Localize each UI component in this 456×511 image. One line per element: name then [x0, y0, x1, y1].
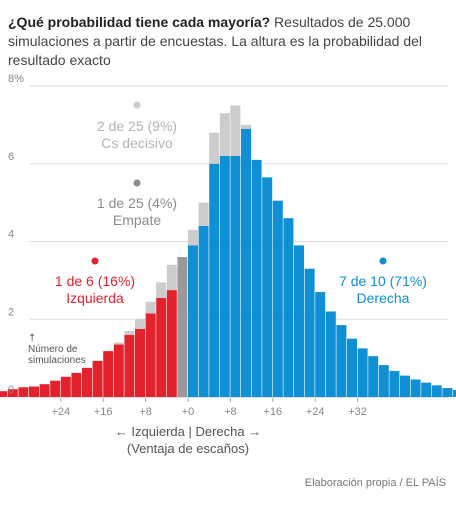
y-tick-label: 4: [8, 229, 14, 241]
y-annotation-line1: Número de: [28, 344, 78, 355]
histogram-bar: [389, 370, 400, 397]
histogram-bar: [219, 155, 230, 397]
histogram-bar: [50, 380, 61, 397]
x-tick-label: +16: [263, 406, 282, 418]
histogram-bar: [156, 297, 167, 397]
histogram-bar-cs: [230, 105, 241, 156]
annotation-dot-right: [379, 257, 387, 265]
histogram-bar: [60, 376, 71, 397]
histogram-bar: [71, 372, 82, 397]
y-tick-label: 2: [8, 306, 14, 318]
x-tick-label: +8: [224, 406, 237, 418]
histogram-bar: [113, 344, 124, 397]
histogram-bar: [209, 163, 220, 397]
x-tick-label: +24: [51, 406, 70, 418]
x-axis-label-line1: ← Izquierda | Derecha →: [115, 424, 261, 439]
histogram-bar: [0, 391, 8, 397]
histogram-bar: [378, 365, 389, 397]
histogram-bar: [124, 334, 135, 397]
annotation-tie-value: 1 de 25 (4%): [97, 195, 177, 211]
histogram-bar-cs: [166, 264, 177, 291]
histogram-bar: [188, 245, 198, 397]
histogram-bar: [347, 338, 357, 397]
y-annotation-arrow: ↑: [28, 333, 36, 344]
histogram-bar: [177, 257, 188, 397]
y-tick-label: 8%: [8, 73, 24, 85]
histogram-bar: [336, 325, 347, 397]
annotation-dot-tie: [133, 179, 141, 187]
histogram-bar-cs: [219, 113, 230, 156]
annotation-dot-cs: [133, 101, 141, 109]
histogram-bar: [145, 313, 156, 397]
histogram-bar: [283, 218, 294, 397]
credit: Elaboración propia / EL PAÍS: [304, 477, 446, 489]
histogram-bar: [82, 367, 92, 397]
histogram-bar: [315, 292, 326, 397]
histogram-bar: [198, 225, 209, 397]
y-tick-label: 6: [8, 151, 14, 163]
histogram-bar: [294, 245, 304, 397]
histogram-bar: [272, 200, 283, 397]
histogram-bar-cs: [156, 282, 167, 298]
chart-title-bold: ¿Qué probabilidad tiene cada mayoría?: [8, 14, 271, 30]
histogram-bar-cs: [198, 202, 209, 226]
x-axis-label-line2: (Ventaja de escaños): [127, 441, 249, 456]
x-tick-label: +0: [182, 406, 195, 418]
histogram-bar: [230, 155, 241, 397]
histogram-bar: [421, 382, 432, 397]
annotation-cs-label: Cs decisivo: [101, 135, 173, 151]
x-tick-label: +24: [306, 406, 325, 418]
histogram-bar: [453, 390, 456, 397]
annotation-tie-label: Empate: [113, 212, 161, 228]
histogram-bar: [103, 351, 114, 397]
histogram-bar: [442, 388, 453, 397]
histogram-bar: [304, 268, 315, 397]
histogram-bar: [18, 387, 29, 397]
histogram-bar: [29, 386, 39, 397]
histogram-bar: [357, 348, 368, 397]
histogram-bar: [251, 159, 262, 397]
histogram-bar: [400, 375, 410, 397]
histogram-bar: [368, 356, 379, 397]
histogram-bar-cs: [145, 301, 156, 314]
chart-title: ¿Qué probabilidad tiene cada mayoría? Re…: [8, 13, 448, 70]
histogram-bar: [7, 389, 18, 397]
histogram-bar: [410, 379, 421, 397]
chart-title-rest: Resultados de 25.000 simulaciones a part…: [8, 14, 423, 68]
histogram-bar-cs: [113, 342, 124, 345]
x-tick-label: +32: [348, 406, 367, 418]
histogram-chart: 0 2 4 6 8% +24 +16 +8 +0 +8 +16 +24 +32 2 de 25 (9%…: [0, 73, 456, 456]
histogram-bar-cs: [188, 229, 198, 246]
histogram-bar-cs: [135, 319, 145, 329]
histogram-bar: [135, 328, 145, 397]
x-tick-label: +16: [94, 406, 113, 418]
annotation-cs-value: 2 de 25 (9%): [97, 118, 177, 134]
histogram-bar: [166, 290, 177, 397]
histogram-bar: [262, 177, 273, 397]
annotation-dot-left: [91, 257, 99, 265]
histogram-bar: [431, 385, 442, 397]
annotation-left-label: Izquierda: [66, 290, 124, 306]
histogram-bar-cs: [209, 132, 220, 164]
annotation-right-label: Derecha: [357, 290, 410, 306]
histogram-bar-cs: [241, 124, 251, 129]
annotation-left-value: 1 de 6 (16%): [55, 273, 135, 289]
histogram-bar: [241, 128, 251, 397]
histogram-bar: [39, 384, 50, 397]
y-tick-label: 0: [8, 384, 14, 396]
histogram-bar-cs: [124, 330, 135, 335]
histogram-bar: [92, 360, 103, 397]
x-tick-label: +8: [139, 406, 152, 418]
histogram-bar: [325, 311, 336, 397]
annotation-right-value: 7 de 10 (71%): [339, 273, 427, 289]
y-annotation-line2: simulaciones: [28, 355, 86, 366]
